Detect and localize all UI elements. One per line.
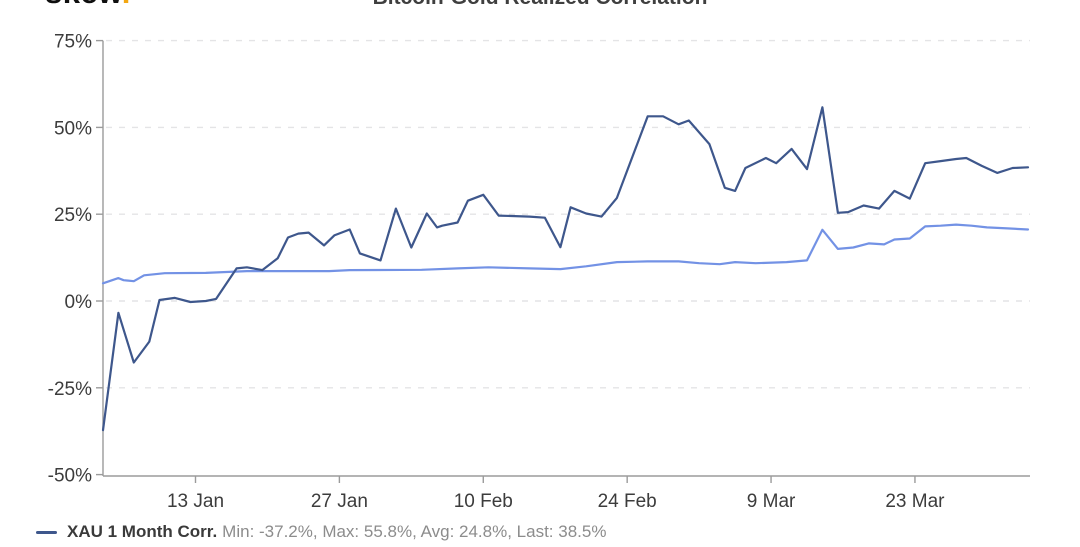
y-tick-label: 75% bbox=[54, 32, 92, 53]
legend-item-xau[interactable]: XAU 1 Month Corr. Min: -37.2%, Max: 55.8… bbox=[36, 522, 606, 542]
y-tick-label: 25% bbox=[54, 205, 92, 226]
y-tick-label: -25% bbox=[48, 379, 92, 400]
x-tick-label: 24 Feb bbox=[598, 491, 657, 512]
x-tick-label: 10 Feb bbox=[454, 491, 513, 512]
legend: XAU 1 Month Corr. Min: -37.2%, Max: 55.8… bbox=[36, 521, 606, 543]
x-tick-label: 13 Jan bbox=[167, 491, 224, 512]
logo-dot: . bbox=[122, 0, 131, 10]
series-line-xau bbox=[101, 106, 1030, 432]
x-tick-label: 27 Jan bbox=[311, 491, 368, 512]
x-tick-label: 9 Mar bbox=[747, 491, 796, 512]
legend-series-label: XAU 1 Month Corr. bbox=[67, 522, 218, 541]
y-tick-label: 50% bbox=[54, 118, 92, 139]
legend-line-swatch bbox=[36, 530, 57, 534]
logo-text: skew bbox=[45, 0, 122, 10]
chart-title: Bitcoin-Gold Realized Correlation bbox=[0, 0, 1080, 10]
skew-logo: skew. bbox=[45, 0, 131, 11]
y-tick-label: -50% bbox=[48, 466, 92, 487]
x-tick-label: 23 Mar bbox=[885, 491, 945, 512]
series-line-secondary bbox=[101, 223, 1030, 285]
y-tick-label: 0% bbox=[65, 292, 93, 313]
legend-series-stats: Min: -37.2%, Max: 55.8%, Avg: 24.8%, Las… bbox=[222, 522, 607, 541]
